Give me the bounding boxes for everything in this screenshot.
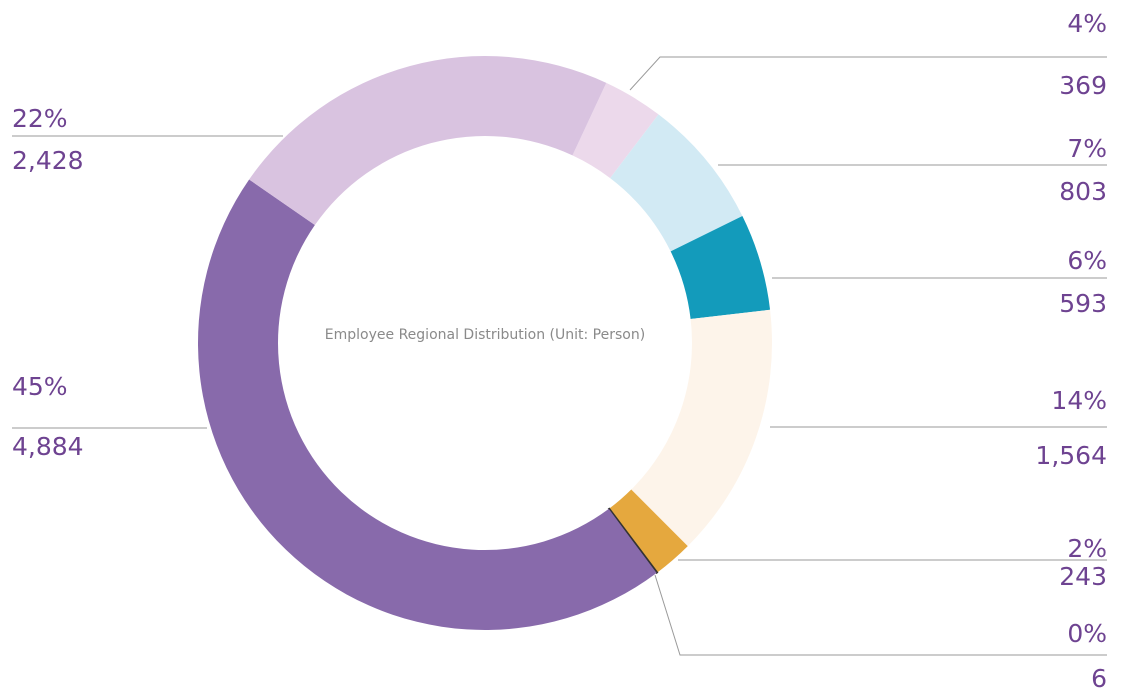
percent-label: 14% — [1051, 386, 1107, 415]
percent-label: 0% — [1067, 619, 1107, 648]
percent-label: 7% — [1067, 134, 1107, 163]
value-label: 369 — [1059, 71, 1107, 100]
value-label: 2,428 — [12, 146, 84, 175]
slice — [572, 82, 659, 179]
value-label: 6 — [1091, 664, 1107, 693]
value-label: 1,564 — [1035, 441, 1107, 470]
percent-label: 45% — [12, 372, 68, 401]
percent-label: 6% — [1067, 246, 1107, 275]
slice — [631, 309, 772, 547]
leader-line — [654, 574, 1107, 656]
value-label: 4,884 — [12, 432, 84, 461]
slice — [610, 114, 743, 252]
percent-label: 22% — [12, 104, 68, 133]
leader-line — [629, 56, 1107, 91]
slice — [670, 216, 771, 320]
chart-title: Employee Regional Distribution (Unit: Pe… — [325, 327, 645, 343]
slice — [198, 179, 657, 630]
percent-label: 4% — [1067, 9, 1107, 38]
value-label: 243 — [1059, 562, 1107, 591]
slice — [609, 489, 688, 573]
slice — [249, 56, 607, 226]
percent-label: 2% — [1067, 534, 1107, 563]
value-label: 593 — [1059, 289, 1107, 318]
value-label: 803 — [1059, 177, 1107, 206]
